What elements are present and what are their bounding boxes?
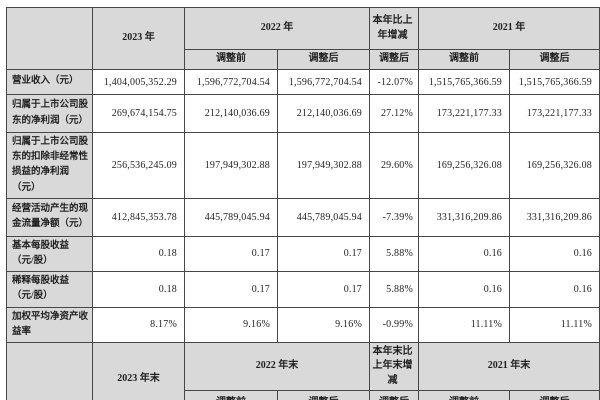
data-cell: 0.18 xyxy=(92,235,185,273)
data-cell: 11.11% xyxy=(509,306,600,343)
data-cell: 445,789,045.94 xyxy=(277,197,370,237)
data-cell: 269,674,154.75 xyxy=(92,94,185,133)
row-label: 归属于上市公司股东的扣除非经常性损益的净利润（元） xyxy=(6,132,93,199)
footer-yearend-change: 本年末比上年末增减 xyxy=(369,341,419,391)
header-change-yoy: 本年比上年增减 xyxy=(369,7,419,50)
data-cell: 169,256,326.08 xyxy=(509,132,600,199)
footer-yearend-2023: 2023 年末 xyxy=(92,341,185,400)
table-row-net-profit: 归属于上市公司股东的净利润（元） 269,674,154.75 212,140,… xyxy=(6,94,600,133)
table-row-basic-eps: 基本每股收益（元/股） 0.18 0.17 0.17 5.88% 0.16 0.… xyxy=(6,235,600,273)
footer-subheader-2021-after-adjustment: 调整后 xyxy=(509,389,600,400)
table-row-revenue: 营业收入（元） 1,404,005,352.29 1,596,772,704.5… xyxy=(6,69,600,95)
data-cell: 9.16% xyxy=(277,306,370,343)
header-year-2021: 2021 年 xyxy=(418,7,600,50)
footer-subheader-2021-before-adjustment: 调整前 xyxy=(418,389,510,400)
footer-yearend-2022: 2022 年末 xyxy=(184,341,370,391)
data-cell: 212,140,036.69 xyxy=(277,94,370,133)
footer-subheader-change-after-adjustment: 调整后 xyxy=(369,389,419,400)
data-cell: 1,515,765,366.59 xyxy=(418,69,510,95)
data-cell: 1,404,005,352.29 xyxy=(92,69,185,95)
footer-yearend-2021: 2021 年末 xyxy=(418,341,600,391)
data-cell: 0.17 xyxy=(184,271,278,308)
data-cell: 197,949,302.88 xyxy=(277,132,370,199)
data-cell: 173,221,177.33 xyxy=(509,94,600,133)
table-row-weighted-roe: 加权平均净资产收益率 8.17% 9.16% 9.16% -0.99% 11.1… xyxy=(6,306,600,343)
table-row-diluted-eps: 稀释每股收益（元/股） 0.18 0.17 0.17 5.88% 0.16 0.… xyxy=(6,271,600,308)
header-year-2022: 2022 年 xyxy=(184,7,370,50)
subheader-2022-after-adjustment: 调整后 xyxy=(277,49,370,70)
data-cell: 197,949,302.88 xyxy=(184,132,278,199)
data-cell: -0.99% xyxy=(369,306,419,343)
data-cell: 27.12% xyxy=(369,94,419,133)
data-cell: 5.88% xyxy=(369,271,419,308)
data-cell: 0.17 xyxy=(277,271,370,308)
data-cell: 445,789,045.94 xyxy=(184,197,278,237)
footer-row-yearend: 2023 年末 2022 年末 本年末比上年末增减 2021 年末 xyxy=(6,341,600,400)
table-row-operating-cash-flow: 经营活动产生的现金流量净额（元） 412,845,353.78 445,789,… xyxy=(6,197,600,237)
data-cell: 412,845,353.78 xyxy=(92,197,185,237)
data-cell: 1,515,765,366.59 xyxy=(509,69,600,95)
data-cell: 331,316,209.86 xyxy=(418,197,510,237)
data-cell: 11.11% xyxy=(418,306,510,343)
data-cell: 9.16% xyxy=(184,306,278,343)
data-cell: -12.07% xyxy=(369,69,419,95)
row-label: 归属于上市公司股东的净利润（元） xyxy=(6,94,93,133)
data-cell: 0.16 xyxy=(509,271,600,308)
data-cell: 29.60% xyxy=(369,132,419,199)
data-cell: 0.16 xyxy=(418,271,510,308)
data-cell: 212,140,036.69 xyxy=(184,94,278,133)
subheader-2022-before-adjustment: 调整前 xyxy=(184,49,278,70)
header-year-2023: 2023 年 xyxy=(92,7,185,70)
row-label: 经营活动产生的现金流量净额（元） xyxy=(6,197,93,237)
header-row-years: 2023 年 2022 年 本年比上年增减 2021 年 xyxy=(6,7,600,70)
data-cell: 173,221,177.33 xyxy=(418,94,510,133)
row-label: 基本每股收益（元/股） xyxy=(6,235,93,273)
subheader-2021-before-adjustment: 调整前 xyxy=(418,49,510,70)
corner-empty-cell xyxy=(6,7,93,70)
footer-subheader-2022-after-adjustment: 调整后 xyxy=(277,389,370,400)
data-cell: 5.88% xyxy=(369,235,419,273)
data-cell: 256,536,245.09 xyxy=(92,132,185,199)
data-cell: 331,316,209.86 xyxy=(509,197,600,237)
row-label: 加权平均净资产收益率 xyxy=(6,306,93,343)
data-cell: 0.17 xyxy=(277,235,370,273)
data-cell: 0.17 xyxy=(184,235,278,273)
data-cell: -7.39% xyxy=(369,197,419,237)
subheader-change-after-adjustment: 调整后 xyxy=(369,49,419,70)
data-cell: 8.17% xyxy=(92,306,185,343)
data-cell: 169,256,326.08 xyxy=(418,132,510,199)
footer-corner-empty-cell xyxy=(6,341,93,400)
row-label: 营业收入（元） xyxy=(6,69,93,95)
subheader-2021-after-adjustment: 调整后 xyxy=(509,49,600,70)
data-cell: 1,596,772,704.54 xyxy=(277,69,370,95)
data-cell: 0.16 xyxy=(509,235,600,273)
table-row-net-profit-deducted: 归属于上市公司股东的扣除非经常性损益的净利润（元） 256,536,245.09… xyxy=(6,132,600,199)
data-cell: 0.18 xyxy=(92,271,185,308)
data-cell: 1,596,772,704.54 xyxy=(184,69,278,95)
footer-row-adjustments: 调整前 调整后 调整后 调整前 调整后 xyxy=(7,389,600,400)
data-cell: 0.16 xyxy=(418,235,510,273)
row-label: 稀释每股收益（元/股） xyxy=(6,271,93,308)
footer-subheader-2022-before-adjustment: 调整前 xyxy=(184,389,278,400)
financial-summary-table: 2023 年 2022 年 本年比上年增减 2021 年 调整前 调整后 调整后… xyxy=(6,7,600,400)
